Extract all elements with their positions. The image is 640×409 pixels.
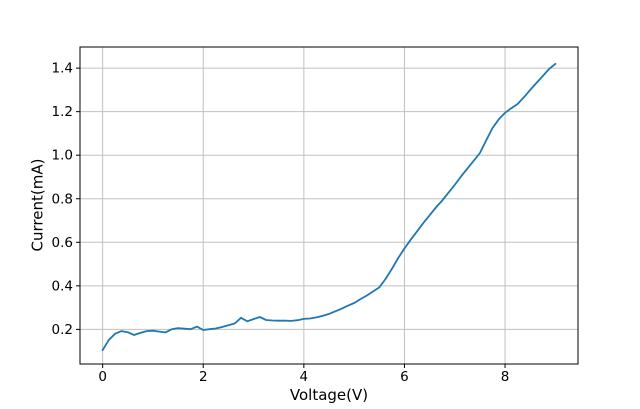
data-line	[101, 62, 557, 352]
y-tick-label: 1.4	[52, 61, 73, 77]
x-tick-label: 4	[300, 369, 309, 385]
y-tick-label: 1.2	[52, 104, 73, 120]
y-tick-label: 0.2	[52, 322, 73, 338]
y-tick-label: 0.8	[52, 191, 73, 207]
x-tick-label: 8	[501, 369, 510, 385]
y-tick-label: 0.6	[52, 235, 73, 251]
x-tick-label: 2	[199, 369, 208, 385]
y-axis-label: Current(mA)	[28, 158, 47, 252]
x-tick-label: 6	[400, 369, 409, 385]
axes-border	[79, 46, 579, 365]
x-tick-label: 0	[98, 369, 107, 385]
y-tick-label: 1.0	[52, 148, 73, 164]
plot-area	[80, 47, 578, 364]
x-axis-label: Voltage(V)	[289, 386, 369, 404]
y-tick-label: 0.4	[52, 278, 73, 294]
